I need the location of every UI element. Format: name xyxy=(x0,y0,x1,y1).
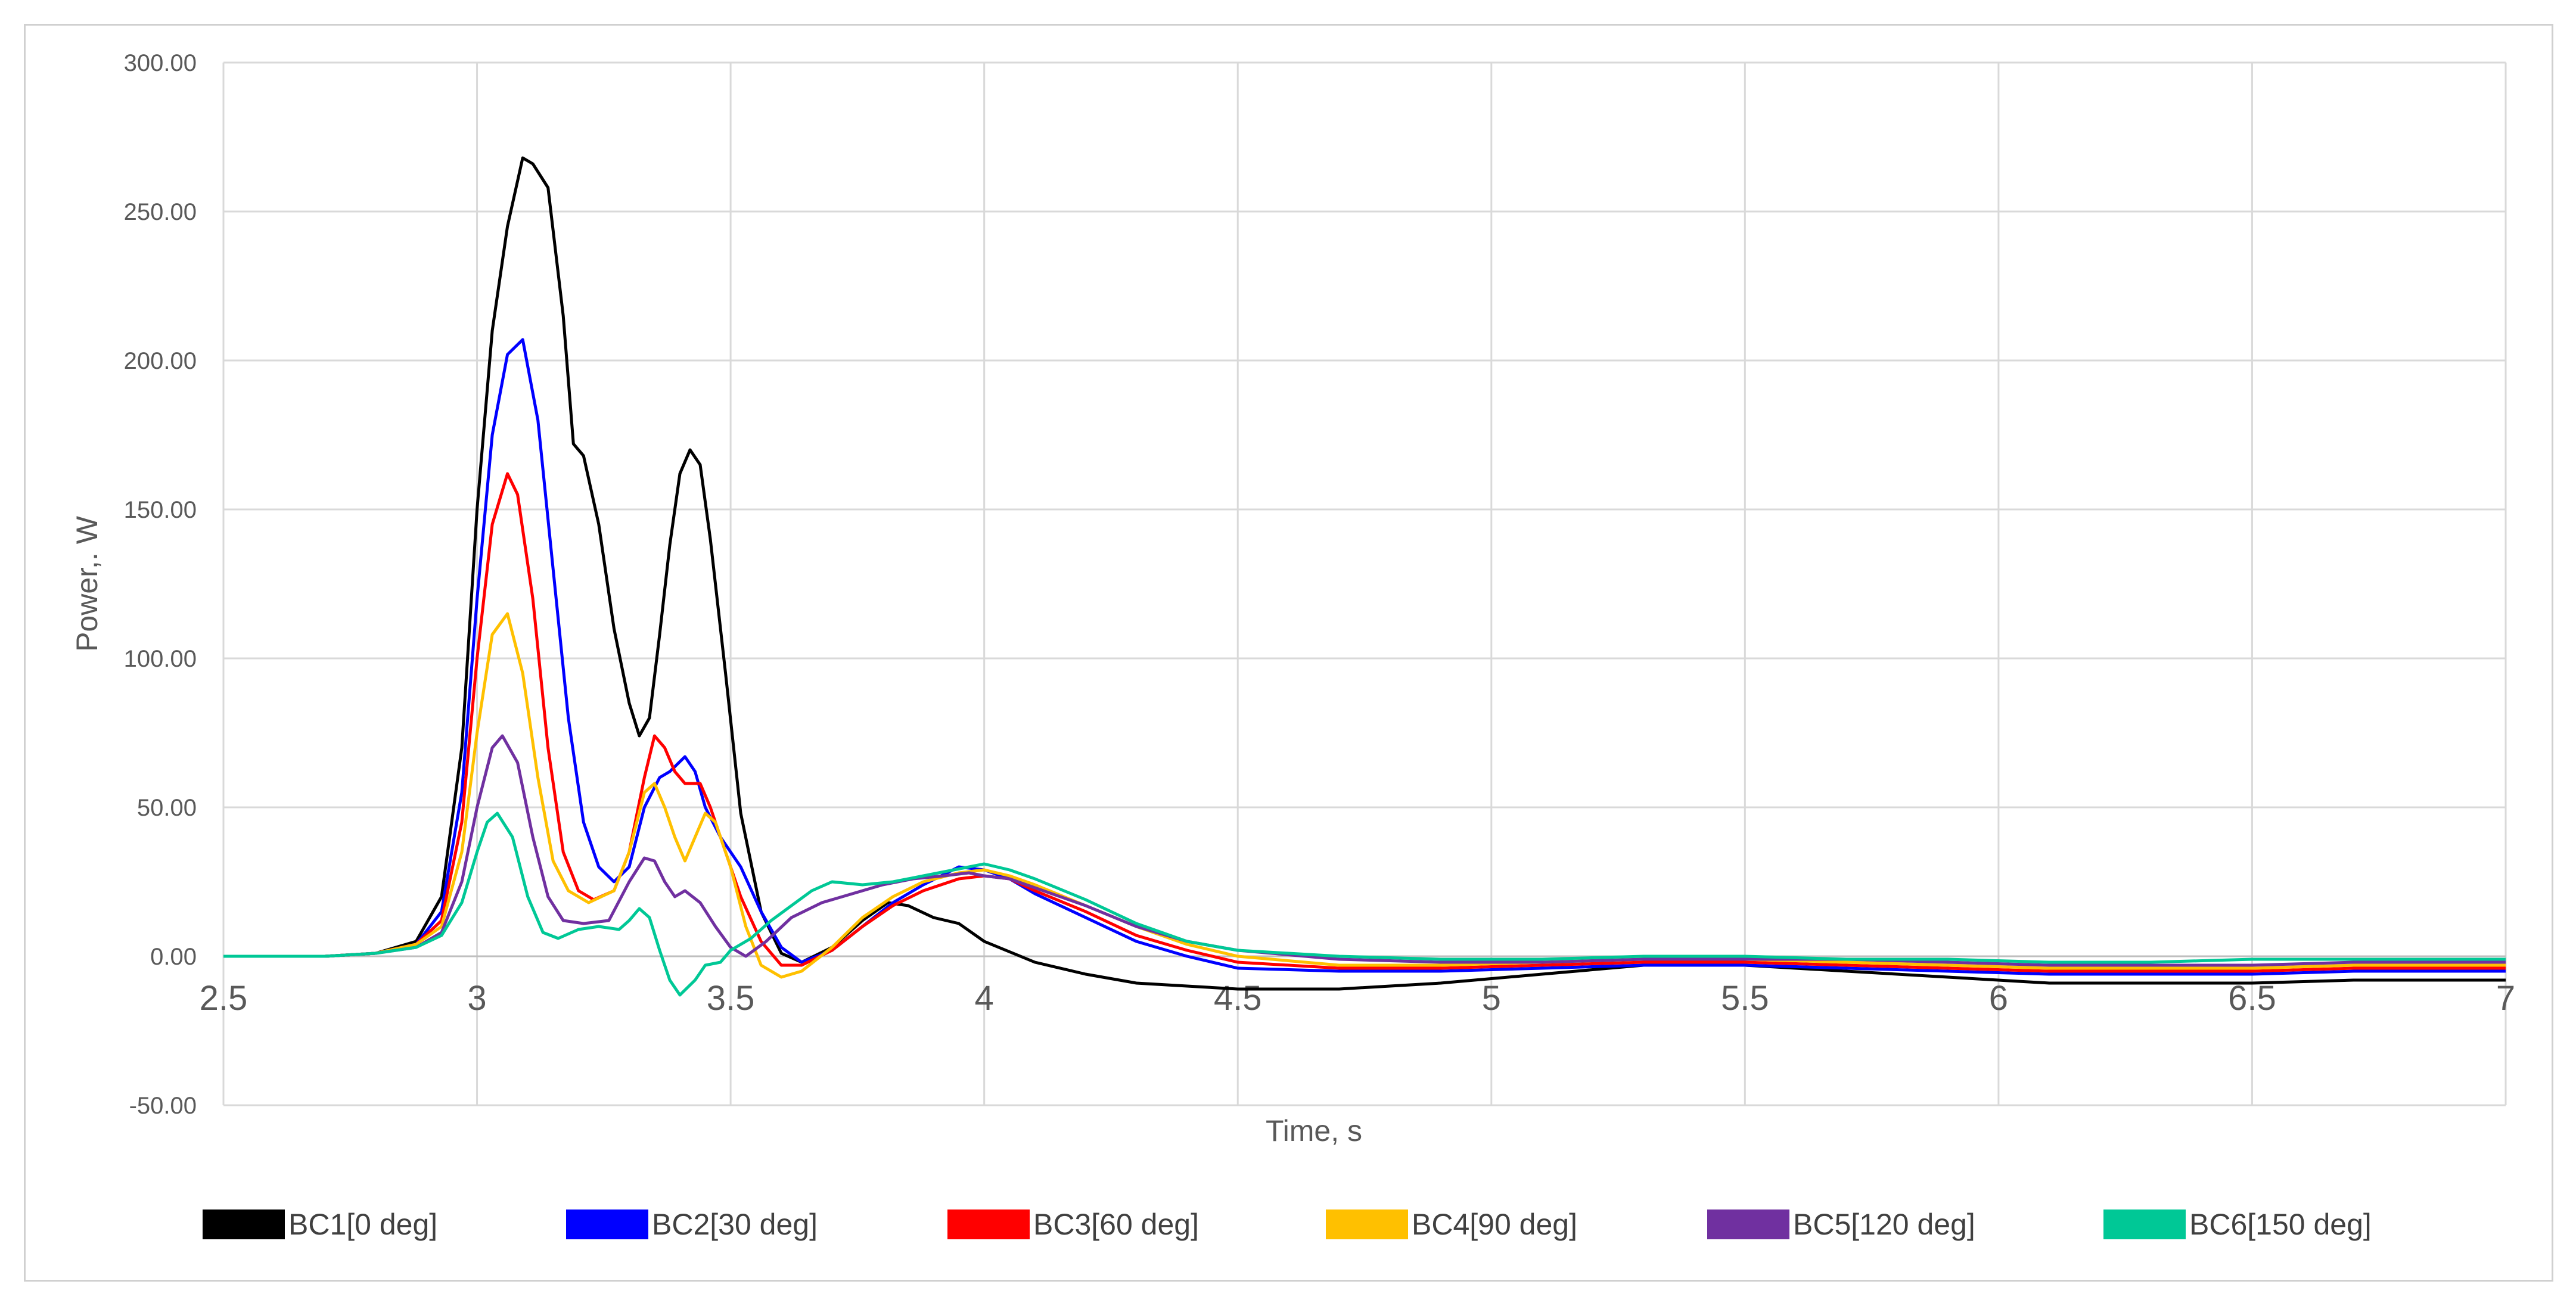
x-tick-label: 4.5 xyxy=(1214,979,1262,1018)
legend-item-bc3: BC3[60 deg] xyxy=(947,1198,1199,1251)
legend-item-bc2: BC2[30 deg] xyxy=(566,1198,818,1251)
series-line-bc1 xyxy=(223,156,2506,991)
series-line-bc3 xyxy=(223,472,2506,973)
legend-label: BC1[0 deg] xyxy=(288,1208,438,1241)
series-line-bc4 xyxy=(223,612,2506,979)
x-tick-label: 6.5 xyxy=(2228,979,2276,1018)
gridlines xyxy=(222,61,2507,1106)
y-axis-ticks: -50.00 0.00 50.00 100.00 150.00 200.00 250.00 3… xyxy=(124,50,197,1119)
x-tick-label: 3 xyxy=(467,979,486,1018)
legend-swatch xyxy=(203,1209,285,1239)
legend-label: BC2[30 deg] xyxy=(652,1208,818,1241)
legend-label: BC5[120 deg] xyxy=(1793,1208,1975,1241)
x-tick-label: 4 xyxy=(975,979,994,1018)
y-axis-label: Power,. W xyxy=(70,515,104,652)
legend-item-bc1: BC1[0 deg] xyxy=(203,1198,437,1251)
y-tick-label: -50.00 xyxy=(129,1093,197,1119)
y-tick-label: 250.00 xyxy=(124,199,197,225)
x-axis-label: Time, s xyxy=(1266,1114,1362,1148)
legend: BC1[0 deg] BC2[30 deg] BC3[60 deg] BC4[90 d… xyxy=(0,1198,2576,1251)
y-tick-label: 0.00 xyxy=(150,944,197,970)
y-tick-label: 150.00 xyxy=(124,497,197,523)
legend-swatch xyxy=(1326,1209,1408,1239)
series-lines xyxy=(223,156,2506,997)
legend-label: BC4[90 deg] xyxy=(1412,1208,1577,1241)
x-tick-label: 2.5 xyxy=(200,979,248,1018)
x-tick-label: 5.5 xyxy=(1721,979,1769,1018)
chart-frame xyxy=(24,24,2553,1282)
y-tick-label: 50.00 xyxy=(137,795,197,821)
series-line-bc2 xyxy=(223,338,2506,976)
legend-label: BC6[150 deg] xyxy=(2189,1208,2372,1241)
legend-swatch xyxy=(2103,1209,2186,1239)
y-tick-label: 300.00 xyxy=(124,50,197,76)
legend-swatch xyxy=(947,1209,1030,1239)
y-tick-label: 200.00 xyxy=(124,348,197,374)
legend-item-bc4: BC4[90 deg] xyxy=(1326,1198,1577,1251)
legend-swatch xyxy=(566,1209,648,1239)
x-axis-ticks: 2.5 3 3.5 4 4.5 5 5.5 6 6.5 7 xyxy=(200,979,2515,1018)
y-tick-label: 100.00 xyxy=(124,646,197,672)
x-tick-label: 3.5 xyxy=(707,979,755,1018)
legend-swatch xyxy=(1707,1209,1789,1239)
legend-item-bc6: BC6[150 deg] xyxy=(2103,1198,2372,1251)
series-line-bc6 xyxy=(223,811,2506,997)
x-tick-label: 6 xyxy=(1989,979,2008,1018)
x-tick-label: 7 xyxy=(2496,979,2515,1018)
series-line-bc5 xyxy=(223,734,2506,967)
legend-label: BC3[60 deg] xyxy=(1033,1208,1199,1241)
legend-item-bc5: BC5[120 deg] xyxy=(1707,1198,1975,1251)
x-tick-label: 5 xyxy=(1482,979,1501,1018)
